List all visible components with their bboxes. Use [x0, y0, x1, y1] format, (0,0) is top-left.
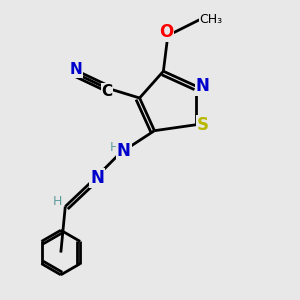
Text: H: H: [53, 195, 62, 208]
Text: N: N: [117, 142, 131, 160]
Text: S: S: [196, 116, 208, 134]
Text: CH₃: CH₃: [200, 13, 223, 26]
Text: N: N: [90, 169, 104, 187]
Text: O: O: [159, 23, 173, 41]
Text: N: N: [196, 77, 209, 95]
Text: N: N: [69, 62, 82, 77]
Text: H: H: [110, 141, 120, 154]
Text: C: C: [101, 84, 112, 99]
